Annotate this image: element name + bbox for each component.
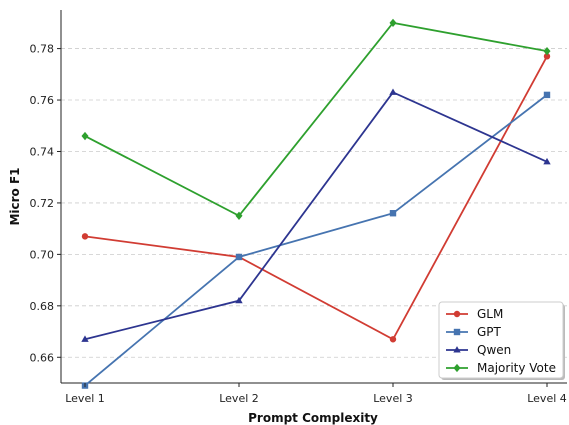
data-point-gpt (389, 210, 397, 217)
series-majority-vote (81, 18, 551, 220)
legend-marker (453, 310, 461, 318)
series-line-qwen (84, 91, 548, 341)
y-tick-label: 0.72 (30, 197, 55, 210)
y-tick-label: 0.66 (30, 351, 55, 364)
tick-labels: 0.66 0.68 0.70 0.72 0.74 0.76 0.78 Level 1 Level… (30, 43, 567, 405)
y-tick-label: 0.78 (30, 43, 55, 56)
x-tick-label: Level 3 (373, 392, 413, 405)
legend-item-qwen: Qwen (446, 343, 511, 357)
series-line-majority-vote (84, 21, 548, 217)
y-tick-label: 0.74 (30, 145, 55, 158)
y-axis-title: Micro F1 (8, 167, 22, 225)
y-tick-label: 0.70 (30, 248, 55, 261)
axes (60, 10, 567, 384)
series-lines (81, 18, 551, 389)
y-tick-label: 0.76 (30, 94, 55, 107)
x-tick-label: Level 1 (65, 392, 105, 405)
legend-item-gpt: GPT (446, 325, 502, 339)
data-point-gpt (235, 253, 243, 261)
legend-item-majority-vote: Majority Vote (446, 361, 556, 375)
legend-box (438, 301, 564, 379)
data-point-majority-vote (389, 18, 397, 28)
legend-label: GPT (477, 325, 502, 339)
x-tick-label: Level 2 (219, 392, 259, 405)
data-point-majority-vote (543, 46, 551, 56)
legend-marker (453, 363, 461, 373)
data-point-glm (389, 336, 397, 343)
x-tick-label: Level 4 (527, 392, 567, 405)
x-axis-title: Prompt Complexity (248, 411, 378, 425)
data-point-majority-vote (81, 131, 89, 141)
series-line-gpt (84, 94, 548, 387)
series-qwen (81, 88, 551, 342)
legend-marker (453, 328, 461, 336)
legend: GLM GPT Qwen Majority Vote (438, 301, 565, 380)
legend-label: Majority Vote (477, 361, 556, 375)
y-tick-label: 0.68 (30, 300, 55, 313)
data-point-glm (81, 233, 89, 240)
data-point-majority-vote (235, 211, 243, 220)
data-point-gpt (543, 91, 551, 99)
data-point-qwen (81, 335, 89, 342)
legend-item-glm: GLM (446, 307, 503, 321)
legend-marker (453, 346, 461, 353)
series-line-glm (84, 55, 548, 341)
legend-label: GLM (477, 307, 503, 321)
data-point-glm (543, 53, 551, 60)
legend-label: Qwen (477, 343, 511, 357)
data-point-qwen (389, 88, 397, 95)
data-point-qwen (543, 157, 551, 165)
grid-lines (61, 48, 567, 358)
data-point-qwen (235, 296, 243, 304)
